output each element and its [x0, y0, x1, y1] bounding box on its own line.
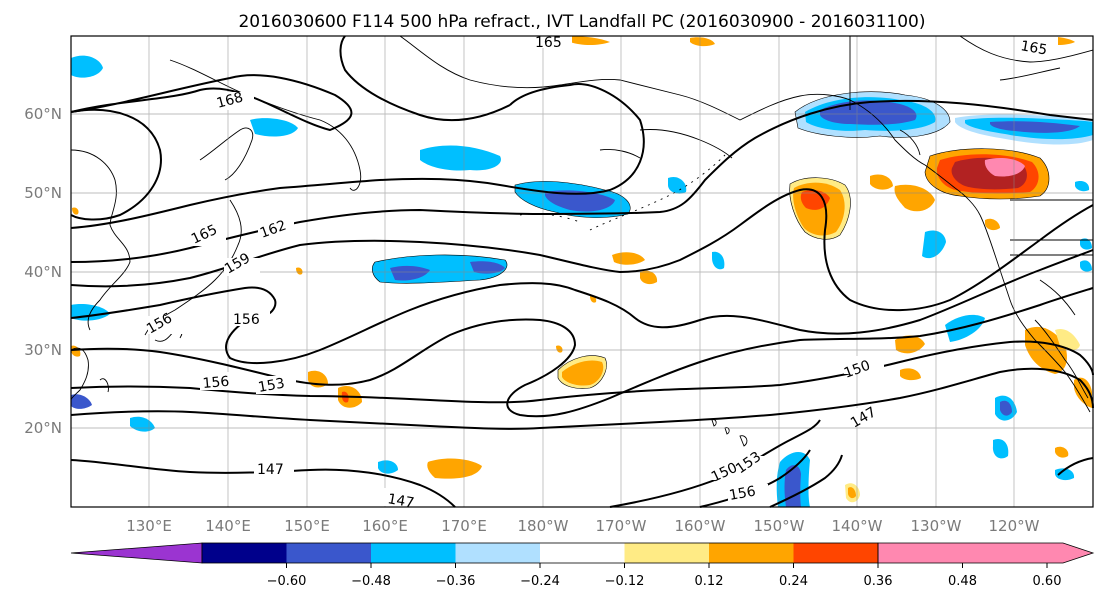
patch-edges [371, 91, 1050, 389]
colorbar-tick-label: 0.24 [779, 574, 808, 589]
lon-label: 170°E [441, 517, 487, 535]
graticule [71, 36, 1093, 507]
coastlines [70, 35, 1094, 447]
lon-label: 150°E [284, 517, 330, 535]
contour-label: 153 [257, 376, 286, 396]
map-title: 2016030600 F114 500 hPa refract., IVT La… [238, 12, 925, 32]
map-panel: 168 165 162 159 156 156 153 150 147 147 … [70, 35, 1094, 512]
latitude-labels: 60°N 50°N 40°N 30°N 20°N [24, 105, 62, 437]
lon-label: 160°W [675, 517, 726, 535]
lon-label: 130°E [126, 517, 172, 535]
contour-label: 168 [215, 89, 245, 111]
colorbar-tick-label: −0.48 [351, 574, 391, 589]
colorbar-segment [371, 543, 456, 563]
lon-label: 180°W [518, 517, 569, 535]
colorbar-ticks: −0.60 −0.48 −0.36 −0.24 −0.12 0.12 0.24 0.36 0.4… [267, 563, 1062, 589]
colorbar-tick-label: 0.48 [948, 574, 977, 589]
lat-label: 60°N [24, 105, 62, 123]
colorbar-segment [624, 543, 709, 563]
lon-label: 140°W [832, 517, 883, 535]
contour-label: 156 [728, 484, 757, 504]
contour-label: 147 [257, 462, 284, 478]
contour-label: 156 [202, 374, 230, 392]
contour-label: 165 [535, 35, 562, 51]
colorbar-segment [793, 543, 878, 563]
colorbar-tick-label: −0.12 [605, 574, 645, 589]
lon-label: 150°W [754, 517, 805, 535]
colorbar-tick-label: −0.24 [520, 574, 560, 589]
colorbar-segment [455, 543, 540, 563]
lon-label: 140°E [205, 517, 251, 535]
map-frame [70, 35, 1094, 508]
longitude-labels: 130°E 140°E 150°E 160°E 170°E 180°W 170°… [126, 517, 1039, 535]
lat-label: 50°N [24, 184, 62, 202]
lat-label: 20°N [24, 419, 62, 437]
colorbar-tick-label: 0.36 [864, 574, 893, 589]
colorbar-segment [202, 543, 287, 563]
colorbar-extend-high [877, 542, 1095, 564]
lon-label: 160°E [362, 517, 408, 535]
contour-label: 156 [233, 312, 260, 328]
colorbar-tick-label: 0.60 [1033, 574, 1062, 589]
lon-label: 130°W [911, 517, 962, 535]
lat-label: 30°N [24, 341, 62, 359]
colorbar-tick-label: −0.60 [267, 574, 307, 589]
contour-label: 165 [1019, 38, 1048, 58]
colorbar-segment [286, 543, 371, 563]
lon-label: 120°W [989, 517, 1040, 535]
colorbar-segment [709, 543, 794, 563]
colorbar-segment [540, 543, 625, 563]
colorbar-tick-label: −0.36 [436, 574, 476, 589]
contour-label: 147 [386, 491, 415, 511]
lat-label: 40°N [24, 263, 62, 281]
colorbar-extend-low [70, 542, 203, 564]
colorbar-tick-label: 0.12 [695, 574, 724, 589]
lon-label: 170°W [596, 517, 647, 535]
colorbar [70, 542, 1095, 564]
